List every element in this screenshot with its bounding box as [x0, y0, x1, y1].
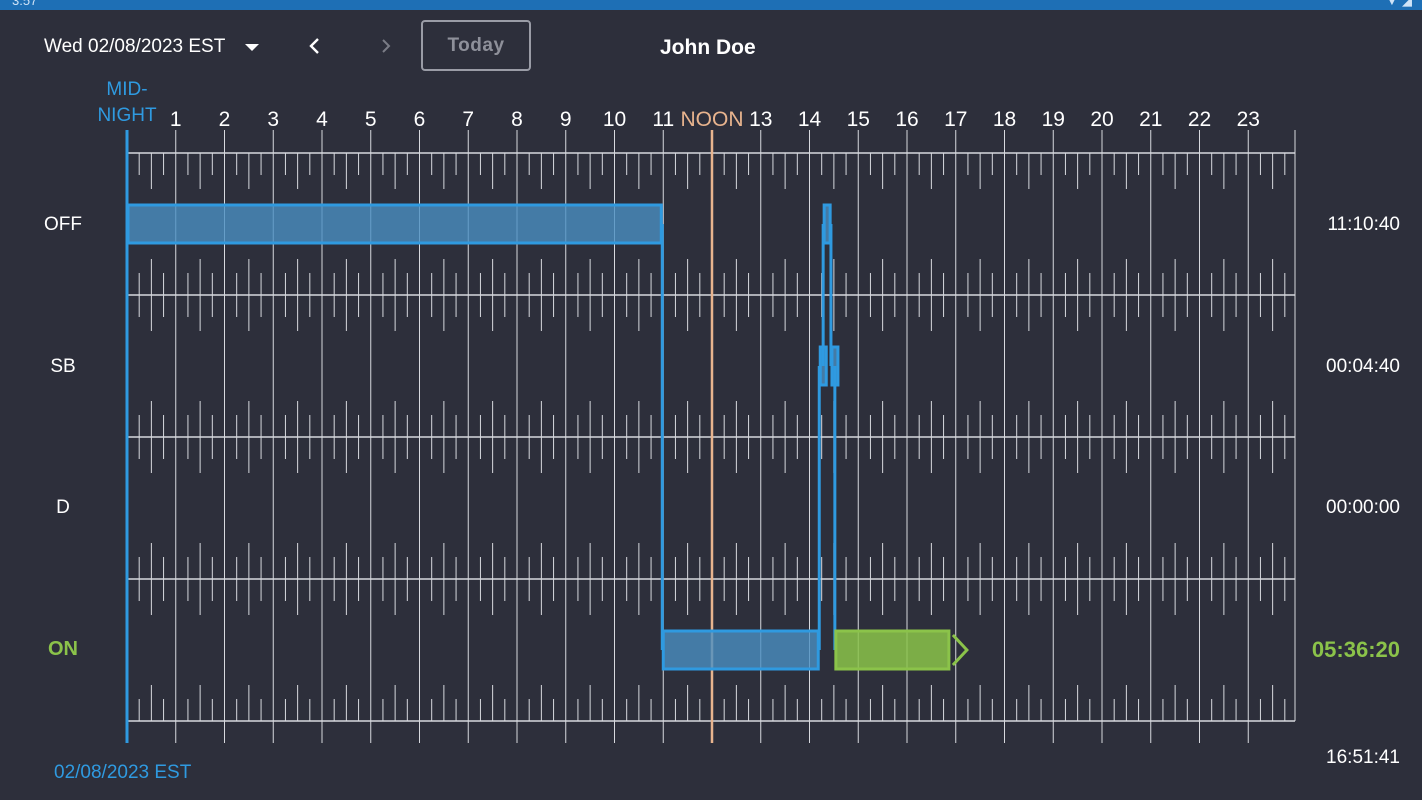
- status-icons: ▼ ◢: [1385, 0, 1412, 8]
- hour-label-22: 22: [1187, 108, 1212, 131]
- status-block-5: [834, 629, 951, 671]
- row-total-sb: 00:04:40: [1326, 356, 1400, 377]
- hour-label-21: 21: [1139, 108, 1163, 131]
- current-status-arrow-icon: [951, 633, 969, 667]
- hour-label-2: 2: [218, 108, 231, 131]
- row-label-sb: SB: [50, 356, 76, 377]
- hour-label-14: 14: [797, 108, 822, 131]
- driver-name: John Doe: [660, 36, 756, 59]
- hour-label-13: 13: [749, 108, 773, 131]
- chevron-right-icon: [382, 39, 391, 53]
- hour-label-23: 23: [1236, 108, 1260, 131]
- system-status-bar: 3:57 ▼ ◢: [0, 0, 1422, 10]
- date-selector-label: Wed 02/08/2023 EST: [44, 36, 226, 57]
- hour-label-11: 11: [652, 108, 675, 131]
- next-day-button[interactable]: [371, 30, 401, 62]
- hour-label-16: 16: [895, 108, 919, 131]
- hour-label-3: 3: [267, 108, 280, 131]
- date-selector[interactable]: Wed 02/08/2023 EST: [44, 34, 260, 60]
- midnight-label: MID- NIGHT: [90, 77, 164, 129]
- hour-label-20: 20: [1090, 108, 1114, 131]
- row-label-d: D: [56, 497, 70, 518]
- status-block-0: [126, 203, 663, 245]
- chevron-left-icon: [309, 38, 319, 54]
- status-block-1: [661, 629, 820, 671]
- previous-day-button[interactable]: [299, 30, 329, 62]
- row-label-on: ON: [48, 638, 78, 660]
- hour-label-10: 10: [602, 108, 627, 131]
- hour-label-1: 1: [169, 108, 182, 131]
- midnight-label-line2: NIGHT: [97, 105, 157, 126]
- hour-label-6: 6: [413, 108, 426, 131]
- row-total-on: 05:36:20: [1311, 637, 1400, 662]
- hour-label-12: NOON: [680, 108, 744, 131]
- duty-status-blocks: [126, 203, 969, 671]
- row-total-off: 11:10:40: [1327, 214, 1400, 235]
- row-label-off: OFF: [44, 214, 82, 235]
- hour-label-15: 15: [846, 108, 870, 131]
- hour-label-17: 17: [944, 108, 968, 131]
- hour-label-19: 19: [1041, 108, 1065, 131]
- chevron-down-icon: [245, 43, 260, 51]
- row-total-d: 00:00:00: [1326, 497, 1400, 518]
- hour-label-18: 18: [992, 108, 1017, 131]
- status-block-3: [822, 203, 832, 245]
- footer-date: 02/08/2023 EST: [54, 762, 192, 783]
- hour-label-4: 4: [316, 108, 328, 131]
- today-button[interactable]: Today: [421, 20, 531, 71]
- total-time: 16:51:41: [1326, 747, 1400, 768]
- status-clock: 3:57: [12, 0, 38, 8]
- hour-label-9: 9: [559, 108, 572, 131]
- hour-label-7: 7: [462, 108, 475, 131]
- hour-label-8: 8: [511, 108, 523, 131]
- midnight-label-line1: MID-: [106, 79, 148, 100]
- hour-label-5: 5: [364, 108, 377, 131]
